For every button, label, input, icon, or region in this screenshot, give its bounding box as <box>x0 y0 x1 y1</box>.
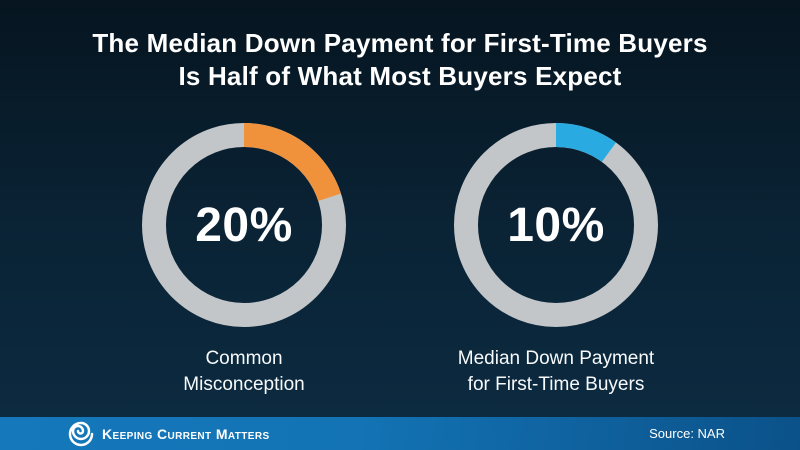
donut-caption-left-line-2: Misconception <box>183 374 305 395</box>
donut-value-right: 10% <box>507 198 605 252</box>
slide-title-line-1: The Median Down Payment for First-Time B… <box>92 28 708 58</box>
donut-caption-left-line-1: Common <box>205 348 283 369</box>
donut-caption-right-line-1: Median Down Payment <box>457 348 655 369</box>
donut-caption-left: Common Misconception <box>119 346 369 398</box>
donut-value-left: 20% <box>195 198 293 252</box>
donut-caption-right: Median Down Payment for First-Time Buyer… <box>431 346 681 398</box>
source-text: Source: NAR <box>649 426 725 441</box>
donut-caption-right-line-2: for First-Time Buyers <box>467 374 645 395</box>
donut-ring-right <box>454 123 658 327</box>
slide-title: The Median Down Payment for First-Time B… <box>0 27 800 93</box>
donut-segment-right <box>454 123 658 327</box>
footer-bar: Keeping Current Matters Source: NAR <box>0 417 800 450</box>
donut-segment-left <box>142 123 346 327</box>
donut-chart-median-down-payment: 10% <box>454 123 658 327</box>
slide-title-line-2: Is Half of What Most Buyers Expect <box>178 61 622 91</box>
brand-logo: Keeping Current Matters <box>68 421 270 447</box>
kcm-spiral-icon <box>68 421 94 446</box>
brand-name: Keeping Current Matters <box>102 425 270 442</box>
donut-chart-common-misconception: 20% <box>142 123 346 327</box>
donut-ring-left <box>142 123 346 327</box>
